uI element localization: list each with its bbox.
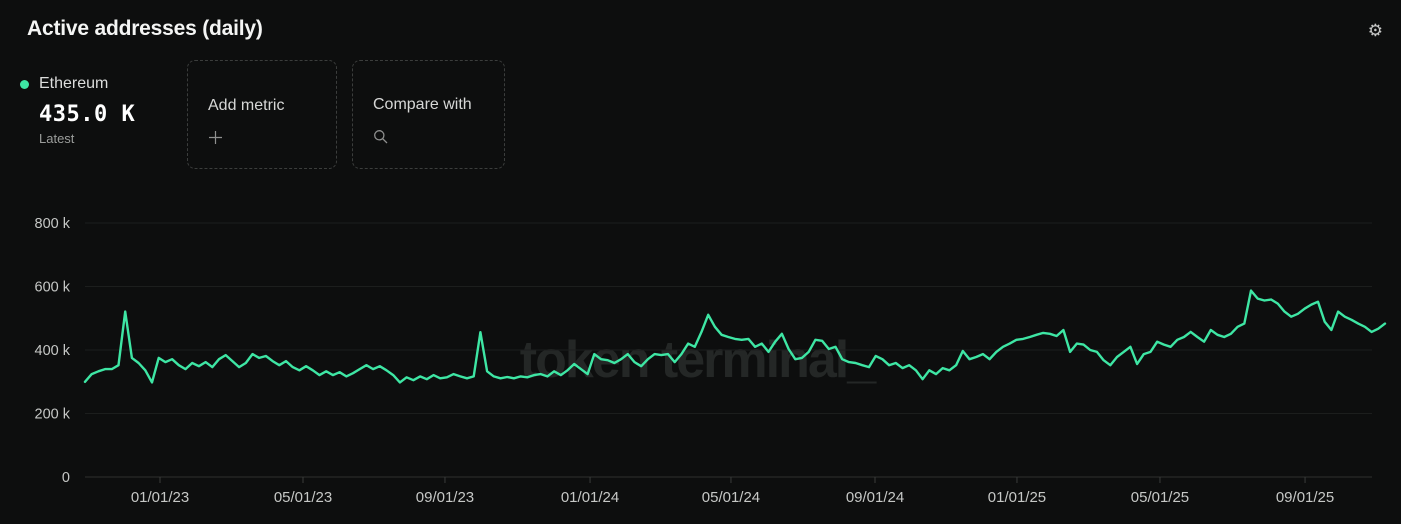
x-axis-label: 05/01/25 [1131,489,1189,506]
x-axis-label: 09/01/25 [1276,489,1334,506]
y-axis-label: 200 k [35,407,71,423]
ethereum-line-series[interactable] [83,289,1387,384]
x-axis-label: 01/01/25 [988,489,1046,506]
compare-with-label: Compare with [373,96,472,113]
add-metric-button[interactable]: Add metric [187,60,337,169]
x-axis-label: 09/01/23 [416,489,474,506]
y-axis-label: 0 [62,470,70,486]
y-axis-label: 800 k [35,216,71,232]
latest-value: 435.0 K [39,102,136,127]
x-axis-label: 05/01/23 [274,489,332,506]
series-name-label: Ethereum [39,75,109,92]
x-axis-label: 05/01/24 [702,489,760,506]
y-axis-label: 600 k [35,280,71,296]
search-icon [373,129,504,150]
x-axis-label: 01/01/24 [561,489,619,506]
add-metric-label: Add metric [208,96,285,114]
y-axis-label: 400 k [35,343,71,359]
series-legend-row[interactable]: Ethereum [20,75,135,93]
series-color-dot [20,79,29,89]
x-axis-label: 01/01/23 [131,489,189,506]
plus-icon [208,130,336,150]
settings-gear-icon[interactable]: ⚙ [1367,21,1383,40]
series-legend[interactable]: Ethereum 435.0 K Latest [20,75,135,146]
x-axis-label: 09/01/24 [846,489,904,506]
compare-with-button[interactable]: Compare with [352,60,505,169]
latest-label: Latest [39,131,75,146]
page-title: Active addresses (daily) [27,17,263,40]
